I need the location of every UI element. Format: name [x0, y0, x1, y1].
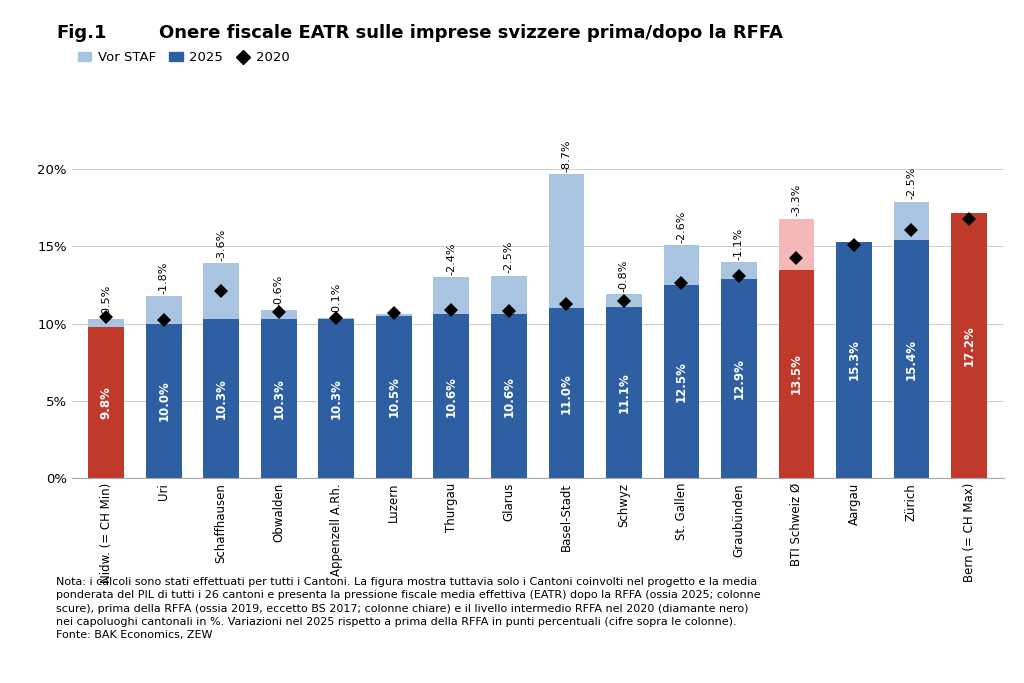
Text: -3.3%: -3.3% — [792, 184, 802, 217]
Text: -0.6%: -0.6% — [273, 275, 284, 307]
Text: 10.3%: 10.3% — [272, 378, 286, 419]
Text: 17.2%: 17.2% — [963, 325, 976, 365]
Text: -0.5%: -0.5% — [101, 285, 112, 317]
Bar — [894, 201, 930, 240]
Bar — [490, 314, 526, 478]
Bar — [549, 308, 584, 478]
Bar — [318, 318, 354, 319]
Bar — [606, 307, 642, 478]
Bar — [376, 314, 412, 316]
Bar — [88, 326, 124, 478]
Bar — [837, 242, 871, 478]
Text: 10.3%: 10.3% — [330, 378, 343, 419]
Bar — [88, 319, 124, 326]
Text: 15.4%: 15.4% — [905, 339, 918, 380]
Text: Fig.1: Fig.1 — [56, 24, 106, 42]
Bar — [318, 319, 354, 478]
Text: 10.0%: 10.0% — [158, 380, 170, 421]
Text: 15.3%: 15.3% — [848, 339, 860, 380]
Bar — [261, 319, 297, 478]
Bar — [778, 219, 814, 270]
Text: -1.8%: -1.8% — [159, 261, 169, 294]
Text: -8.7%: -8.7% — [561, 139, 571, 171]
Bar — [145, 296, 181, 324]
Text: 10.6%: 10.6% — [444, 376, 458, 417]
Bar — [433, 314, 469, 478]
Text: Nota: i calcoli sono stati effettuati per tutti i Cantoni. La figura mostra tutt: Nota: i calcoli sono stati effettuati pe… — [56, 577, 761, 640]
Text: -0.1%: -0.1% — [332, 283, 341, 315]
Bar — [376, 316, 412, 478]
Text: -2.4%: -2.4% — [446, 242, 457, 275]
Text: -0.8%: -0.8% — [618, 260, 629, 292]
Bar — [490, 276, 526, 314]
Bar — [778, 270, 814, 478]
Text: Onere fiscale EATR sulle imprese svizzere prima/dopo la RFFA: Onere fiscale EATR sulle imprese svizzer… — [159, 24, 782, 42]
Text: 9.8%: 9.8% — [99, 386, 113, 419]
Legend: Vor STAF, 2025, 2020: Vor STAF, 2025, 2020 — [78, 51, 290, 64]
Text: 10.5%: 10.5% — [387, 376, 400, 417]
Text: -2.6%: -2.6% — [677, 210, 686, 242]
Text: -2.5%: -2.5% — [504, 241, 514, 273]
Text: -2.5%: -2.5% — [906, 167, 916, 199]
Text: -3.6%: -3.6% — [216, 229, 226, 261]
Bar — [606, 294, 642, 307]
Text: 12.9%: 12.9% — [732, 358, 745, 399]
Bar — [894, 240, 930, 478]
Text: -1.1%: -1.1% — [734, 227, 743, 260]
Bar — [721, 279, 757, 478]
Text: 10.6%: 10.6% — [503, 376, 515, 417]
Text: 11.0%: 11.0% — [560, 373, 572, 413]
Bar — [433, 277, 469, 314]
Bar — [549, 174, 584, 308]
Text: 13.5%: 13.5% — [790, 353, 803, 394]
Bar — [664, 285, 699, 478]
Bar — [145, 324, 181, 478]
Text: 12.5%: 12.5% — [675, 361, 688, 402]
Bar — [204, 319, 239, 478]
Text: 11.1%: 11.1% — [617, 372, 631, 413]
Bar — [204, 264, 239, 319]
Bar — [261, 310, 297, 319]
Bar — [721, 262, 757, 279]
Bar — [664, 245, 699, 285]
Bar — [951, 212, 987, 478]
Text: 10.3%: 10.3% — [215, 378, 227, 419]
